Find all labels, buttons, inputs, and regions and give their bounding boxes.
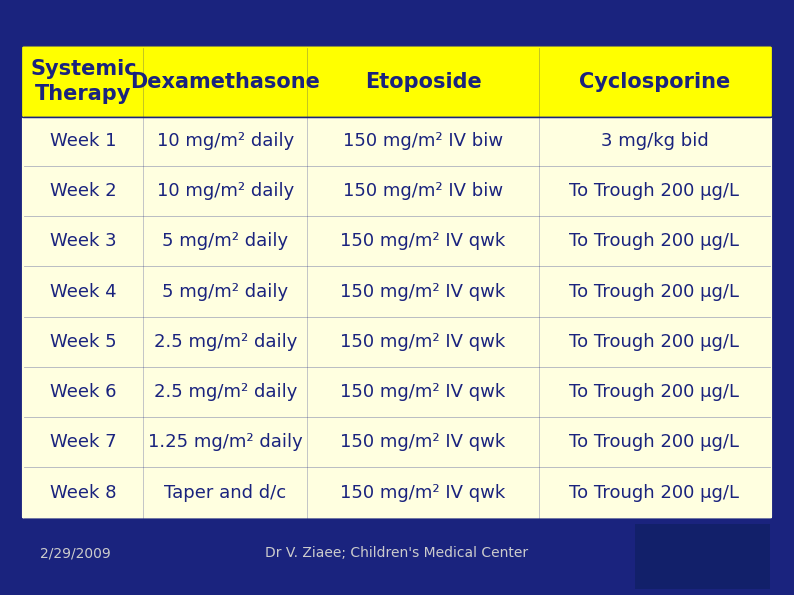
Text: Week 5: Week 5 (50, 333, 117, 351)
Bar (635, 524, 770, 589)
Text: To Trough 200 μg/L: To Trough 200 μg/L (569, 484, 739, 502)
Text: 150 mg/m² IV qwk: 150 mg/m² IV qwk (341, 433, 506, 451)
Text: 2.5 mg/m² daily: 2.5 mg/m² daily (154, 383, 297, 401)
Text: Week 4: Week 4 (50, 283, 117, 300)
Text: 150 mg/m² IV qwk: 150 mg/m² IV qwk (341, 484, 506, 502)
Text: 5 mg/m² daily: 5 mg/m² daily (162, 233, 288, 250)
Text: To Trough 200 μg/L: To Trough 200 μg/L (569, 433, 739, 451)
Text: To Trough 200 μg/L: To Trough 200 μg/L (569, 333, 739, 351)
FancyBboxPatch shape (20, 45, 774, 521)
Text: 150 mg/m² IV biw: 150 mg/m² IV biw (343, 132, 503, 150)
Text: 150 mg/m² IV qwk: 150 mg/m² IV qwk (341, 333, 506, 351)
Text: Dexamethasone: Dexamethasone (130, 71, 320, 92)
Text: 150 mg/m² IV biw: 150 mg/m² IV biw (343, 182, 503, 200)
Text: To Trough 200 μg/L: To Trough 200 μg/L (569, 233, 739, 250)
Text: Week 7: Week 7 (50, 433, 117, 451)
Text: Week 8: Week 8 (50, 484, 117, 502)
Text: Week 3: Week 3 (50, 233, 117, 250)
Text: To Trough 200 μg/L: To Trough 200 μg/L (569, 182, 739, 200)
Text: Week 6: Week 6 (50, 383, 117, 401)
Text: 3 mg/kg bid: 3 mg/kg bid (600, 132, 708, 150)
Text: 5 mg/m² daily: 5 mg/m² daily (162, 283, 288, 300)
Text: Systemic
Therapy: Systemic Therapy (30, 60, 137, 104)
Text: Etoposide: Etoposide (364, 71, 481, 92)
Text: To Trough 200 μg/L: To Trough 200 μg/L (569, 283, 739, 300)
Text: 150 mg/m² IV qwk: 150 mg/m² IV qwk (341, 283, 506, 300)
Text: 150 mg/m² IV qwk: 150 mg/m² IV qwk (341, 233, 506, 250)
Text: 10 mg/m² daily: 10 mg/m² daily (156, 182, 294, 200)
FancyBboxPatch shape (21, 46, 773, 118)
Text: 2/29/2009: 2/29/2009 (40, 546, 110, 560)
Text: To Trough 200 μg/L: To Trough 200 μg/L (569, 383, 739, 401)
Text: 1.25 mg/m² daily: 1.25 mg/m² daily (148, 433, 303, 451)
Text: Week 2: Week 2 (50, 182, 117, 200)
Text: 10 mg/m² daily: 10 mg/m² daily (156, 132, 294, 150)
Text: Week 1: Week 1 (50, 132, 117, 150)
Text: Dr V. Ziaee; Children's Medical Center: Dr V. Ziaee; Children's Medical Center (265, 546, 529, 560)
Text: Cyclosporine: Cyclosporine (579, 71, 730, 92)
Text: Taper and d/c: Taper and d/c (164, 484, 287, 502)
Text: 2.5 mg/m² daily: 2.5 mg/m² daily (154, 333, 297, 351)
Text: 150 mg/m² IV qwk: 150 mg/m² IV qwk (341, 383, 506, 401)
